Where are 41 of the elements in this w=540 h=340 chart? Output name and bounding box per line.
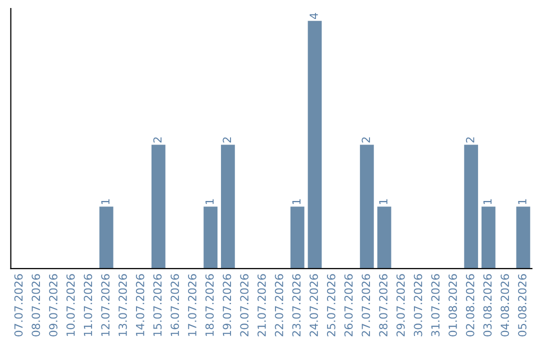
x-tick-label: 19.07.2026	[222, 274, 232, 336]
data-label: 1	[483, 199, 492, 204]
x-tick-label: 17.07.2026	[188, 274, 196, 336]
x-tick-label: 02.08.2026	[466, 274, 474, 336]
data-label: 2	[153, 137, 162, 143]
data-label: 1	[292, 199, 300, 204]
x-tick-label: 27.07.2026	[362, 274, 370, 336]
x-tick-label: 28.07.2026	[379, 274, 388, 336]
x-tick-label: 15.07.2026	[153, 274, 162, 336]
data-label: 1	[206, 199, 214, 204]
x-tick-label: 23.07.2026	[292, 274, 301, 336]
data-label: 4	[310, 13, 318, 19]
x-tick-label: 03.08.2026	[483, 274, 492, 336]
x-tick-label: 16.07.2026	[170, 274, 180, 336]
x-tick-label: 12.07.2026	[101, 274, 110, 336]
x-tick-label: 01.08.2026	[448, 274, 457, 336]
data-label: 2	[362, 137, 370, 143]
data-label: 2	[222, 137, 231, 143]
x-tick-label: 26.07.2026	[344, 274, 353, 336]
x-tick-label: 14.07.2026	[136, 274, 144, 336]
x-tick-label: 09.07.2026	[49, 274, 58, 336]
data-label: 1	[518, 199, 526, 204]
x-tick-label: 11.07.2026	[84, 274, 92, 336]
x-tick-label: 21.07.2026	[257, 274, 266, 336]
x-tick-label: 04.08.2026	[500, 274, 510, 336]
x-tick-label: 08.07.2026	[32, 274, 40, 336]
x-tick-label: 07.07.2026	[14, 274, 23, 336]
x-tick-label: 18.07.2026	[205, 274, 214, 336]
x-tick-label: 24.07.2026	[310, 274, 318, 336]
x-tick-label: 22.07.2026	[274, 274, 284, 336]
x-tick-label: 13.07.2026	[118, 274, 127, 336]
x-tick-label: 10.07.2026	[66, 274, 75, 336]
data-label: 1	[379, 199, 388, 204]
x-tick-label: 25.07.2026	[326, 274, 336, 336]
x-tick-label: 31.07.2026	[431, 274, 440, 336]
x-tick-label: 30.07.2026	[414, 274, 422, 336]
x-tick-label: 20.07.2026	[240, 274, 249, 336]
data-label: 1	[101, 199, 110, 204]
x-tick-label: 29.07.2026	[396, 274, 405, 336]
data-label: 2	[466, 137, 474, 143]
x-tick-label: 05.08.2026	[518, 274, 526, 336]
